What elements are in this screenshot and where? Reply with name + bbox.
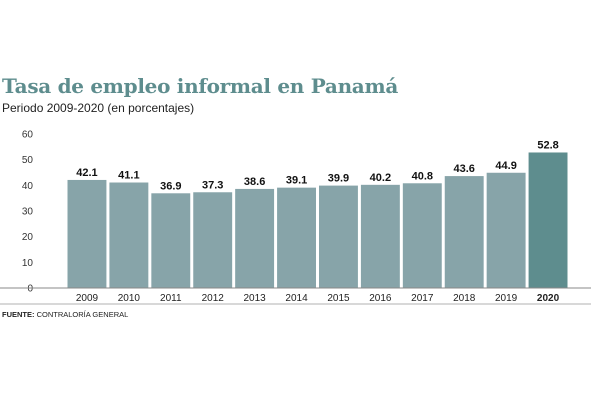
chart-subtitle: Periodo 2009-2020 (en porcentajes) xyxy=(2,101,195,115)
data-label-2011: 36.9 xyxy=(160,180,181,192)
data-label-2018: 43.6 xyxy=(453,163,474,175)
bar-2013 xyxy=(235,188,275,288)
bar-2016 xyxy=(360,184,400,288)
data-label-2019: 44.9 xyxy=(495,160,516,172)
x-tick-label-2013: 2013 xyxy=(244,293,267,304)
bar-2015 xyxy=(319,185,358,288)
x-tick-label-2011: 2011 xyxy=(160,293,182,304)
data-label-2020: 52.8 xyxy=(537,139,558,151)
x-tick-label-2015: 2015 xyxy=(327,293,350,304)
y-tick-label: 0 xyxy=(27,284,33,295)
bar-2014 xyxy=(277,187,316,288)
y-tick-label: 50 xyxy=(22,155,34,166)
data-label-2014: 39.1 xyxy=(286,175,307,187)
y-tick-label: 20 xyxy=(22,232,34,243)
bar-2011 xyxy=(151,193,191,288)
x-tick-label-2017: 2017 xyxy=(411,293,434,304)
bar-2020 xyxy=(528,152,568,288)
source-text: CONTRALORÍA GENERAL xyxy=(36,310,129,319)
data-label-2012: 37.3 xyxy=(202,179,223,191)
y-tick-label: 40 xyxy=(22,181,34,192)
bar-2019 xyxy=(486,172,526,288)
data-label-2009: 42.1 xyxy=(76,167,97,179)
data-label-2013: 38.6 xyxy=(244,176,265,188)
bar-2009 xyxy=(67,179,107,288)
y-tick-label: 60 xyxy=(22,130,34,141)
bar-2017 xyxy=(402,183,442,288)
x-tick-label-2010: 2010 xyxy=(118,293,141,304)
data-label-2017: 40.8 xyxy=(412,170,433,182)
x-tick-label-2014: 2014 xyxy=(285,293,308,304)
x-tick-label-2016: 2016 xyxy=(369,293,392,304)
data-label-2015: 39.9 xyxy=(328,173,349,185)
source-label: FUENTE: xyxy=(2,310,35,319)
x-tick-label-2009: 2009 xyxy=(76,293,99,304)
source-note: FUENTE: CONTRALORÍA GENERAL xyxy=(2,310,128,319)
bar-2010 xyxy=(109,182,149,288)
x-tick-label-2020: 2020 xyxy=(537,293,560,304)
data-label-2010: 41.1 xyxy=(118,170,139,182)
x-tick-label-2012: 2012 xyxy=(202,293,225,304)
y-tick-label: 30 xyxy=(22,207,34,218)
x-tick-label-2019: 2019 xyxy=(495,293,518,304)
data-label-2016: 40.2 xyxy=(370,172,391,184)
bar-2012 xyxy=(193,192,233,288)
bar-2018 xyxy=(444,176,484,288)
chart-title: Tasa de empleo informal en Panamá xyxy=(2,74,398,98)
x-tick-label-2018: 2018 xyxy=(453,293,476,304)
y-tick-label: 10 xyxy=(22,258,34,269)
